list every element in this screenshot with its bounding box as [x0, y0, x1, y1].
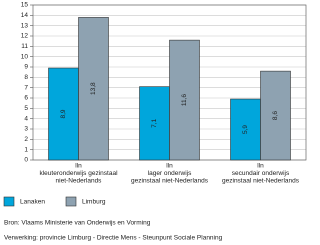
x-tick-label: lln [257, 163, 264, 170]
value-label: 5,9 [242, 125, 249, 134]
y-tick-label: 15 [21, 2, 29, 9]
legend-swatch [3, 196, 15, 207]
y-tick-label: 3 [24, 126, 28, 133]
x-tick-label: kleuteronderwijs gezinstaal [39, 170, 118, 177]
value-label: 8,6 [272, 111, 279, 120]
y-tick-label: 6 [24, 95, 28, 102]
legend-swatch [65, 196, 77, 207]
legend-label: Limburg [82, 199, 106, 206]
x-tick-label: lager onderwijs [148, 170, 192, 177]
y-tick-label: 13 [21, 22, 29, 29]
y-tick-label: 8 [24, 74, 28, 81]
chart: Bron: Vlaams Ministerie van Onderwijs en… [3, 2, 307, 242]
y-tick-label: 12 [21, 33, 29, 40]
y-tick-label: 2 [24, 136, 28, 143]
y-tick-label: 11 [21, 43, 28, 50]
value-label: 8,9 [60, 109, 67, 118]
bar [78, 17, 109, 161]
bar [169, 39, 200, 161]
y-tick-label: 0 [24, 157, 28, 164]
value-label: 13,8 [90, 82, 97, 95]
y-tick-label: 1 [24, 146, 28, 153]
y-tick-label: 9 [24, 64, 28, 71]
y-tick-label: 5 [24, 105, 28, 112]
value-label: 7,1 [151, 118, 158, 127]
bar [48, 67, 79, 161]
x-tick-label: gezinstaal niet-Nederlands [131, 178, 209, 185]
y-tick-label: 14 [21, 12, 29, 19]
bar [230, 98, 261, 161]
x-tick-label: lln [166, 163, 173, 170]
bar [139, 86, 170, 161]
x-tick-label: lln [75, 163, 82, 170]
legend-label: Lanaken [20, 199, 45, 206]
note: Verwerking: provincie Limburg - Directie… [4, 235, 223, 242]
x-tick-label: niet-Nederlands [56, 178, 103, 185]
y-tick-label: 7 [24, 84, 28, 91]
x-tick-label: secundair onderwijs [232, 170, 290, 177]
source: Bron: Vlaams Ministerie van Onderwijs en… [4, 220, 151, 227]
bar [260, 70, 291, 161]
y-tick-label: 10 [21, 53, 29, 60]
value-label: 11,6 [181, 94, 188, 107]
x-tick-label: gezinstaal niet-Nederlands [222, 178, 300, 185]
y-tick-label: 4 [24, 115, 28, 122]
